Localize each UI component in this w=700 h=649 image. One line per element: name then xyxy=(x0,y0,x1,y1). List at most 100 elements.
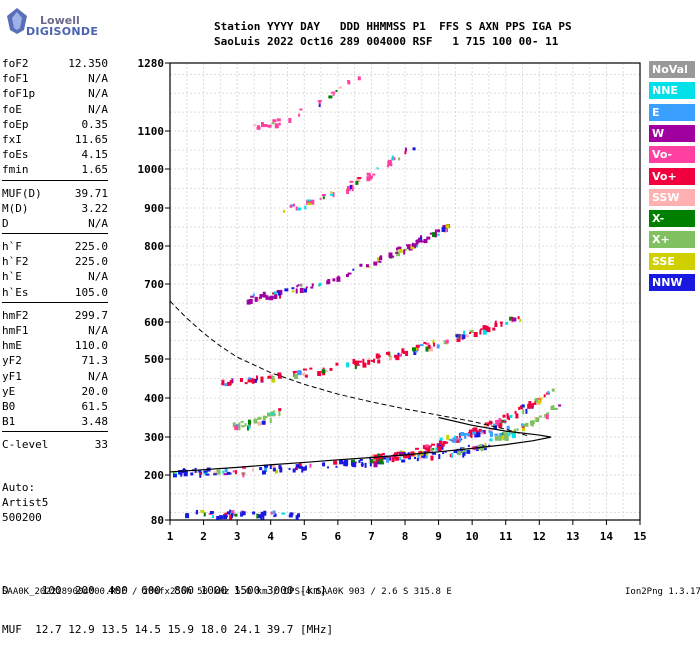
echo-point xyxy=(318,102,321,107)
echo-point xyxy=(280,289,283,295)
echo-point xyxy=(278,411,281,417)
echo-point xyxy=(248,424,251,429)
echo-point xyxy=(455,438,460,443)
echo-point xyxy=(271,122,275,125)
echo-point xyxy=(507,417,510,420)
echo-point xyxy=(426,451,429,457)
header-row-labels: Station YYYY DAY DDD HHMMSS P1 FFS S AXN… xyxy=(214,20,572,33)
echo-point xyxy=(423,238,428,243)
echo-point xyxy=(429,232,433,235)
echo-point xyxy=(272,467,276,472)
echo-point xyxy=(226,471,230,475)
echo-point xyxy=(551,405,555,409)
echo-point xyxy=(335,89,338,92)
legend-item-nne: NNE xyxy=(649,82,695,100)
echo-point xyxy=(397,246,402,250)
echo-point xyxy=(362,358,365,364)
echo-point xyxy=(297,207,302,211)
echo-point xyxy=(369,175,373,179)
echo-point xyxy=(435,233,440,236)
echo-point xyxy=(426,236,431,240)
echo-point xyxy=(535,417,540,423)
echo-point xyxy=(485,325,489,331)
echo-point xyxy=(252,511,256,515)
echo-point xyxy=(467,444,470,447)
echo-point xyxy=(544,413,548,418)
echo-point xyxy=(415,347,418,351)
echo-point xyxy=(377,453,381,457)
echo-point xyxy=(255,375,258,381)
echo-point xyxy=(276,118,281,122)
param-value: 3.48 xyxy=(81,415,109,429)
echo-point xyxy=(438,454,441,460)
echo-point xyxy=(327,279,331,285)
echo-point xyxy=(463,330,466,335)
echo-point xyxy=(405,454,410,458)
param-name: foEs xyxy=(2,148,29,162)
echo-point xyxy=(257,514,262,519)
echo-point xyxy=(262,515,265,520)
echo-point xyxy=(430,449,433,454)
echo-point xyxy=(502,420,507,423)
echo-point xyxy=(407,454,411,460)
echo-point xyxy=(231,513,234,519)
param-value: 0.35 xyxy=(81,117,109,131)
echo-point xyxy=(373,462,378,468)
echo-point xyxy=(203,470,208,473)
echo-point xyxy=(450,452,453,458)
echo-point xyxy=(232,513,236,516)
param-value: 39.71 xyxy=(74,186,108,200)
echo-point xyxy=(502,414,506,418)
echo-point xyxy=(364,462,367,468)
echo-point xyxy=(407,452,411,456)
echo-point xyxy=(295,515,299,521)
echo-point xyxy=(415,239,419,243)
echo-point xyxy=(288,514,293,518)
echo-point xyxy=(271,378,276,383)
param-row: hmE 110.0 xyxy=(2,338,108,353)
echo-point xyxy=(301,466,306,471)
param-name: yE xyxy=(2,384,16,398)
echo-point xyxy=(387,160,392,166)
param-name: foEp xyxy=(2,117,29,131)
echo-point xyxy=(267,124,272,128)
echo-point xyxy=(421,454,426,458)
echo-point xyxy=(349,180,354,183)
echo-point xyxy=(196,509,199,514)
echo-point xyxy=(211,515,214,519)
x-tick-label: 15 xyxy=(633,530,646,543)
param-name: h`Es xyxy=(2,285,29,299)
echo-point xyxy=(474,434,479,438)
echo-point xyxy=(403,350,406,354)
echo-point xyxy=(489,429,493,432)
echo-point xyxy=(288,467,291,470)
echo-point xyxy=(289,512,294,516)
logo-text-lowell: Lowell xyxy=(40,14,80,27)
echo-point xyxy=(223,514,228,520)
echo-point xyxy=(325,370,328,373)
y-tick-label: 500 xyxy=(144,353,164,366)
param-row: foEp 0.35 xyxy=(2,117,108,132)
echo-point xyxy=(311,283,314,287)
echo-point xyxy=(498,418,502,423)
echo-point xyxy=(419,240,424,243)
echo-point xyxy=(535,397,540,400)
param-value: 225.0 xyxy=(74,255,108,269)
echo-point xyxy=(412,147,416,151)
echo-point xyxy=(308,201,312,204)
echo-point xyxy=(242,466,247,470)
echo-point xyxy=(234,513,238,517)
echo-point xyxy=(525,422,529,427)
echo-point xyxy=(518,406,521,410)
echo-point xyxy=(404,151,407,155)
echo-point xyxy=(283,209,286,213)
echo-point xyxy=(479,444,483,447)
echo-point xyxy=(322,196,325,200)
echo-point xyxy=(415,344,420,348)
echo-point xyxy=(494,320,497,325)
echo-point xyxy=(349,185,352,190)
echo-point xyxy=(351,462,356,467)
echo-point xyxy=(527,403,532,409)
param-name: B0 xyxy=(2,399,16,413)
echo-point xyxy=(209,511,214,515)
